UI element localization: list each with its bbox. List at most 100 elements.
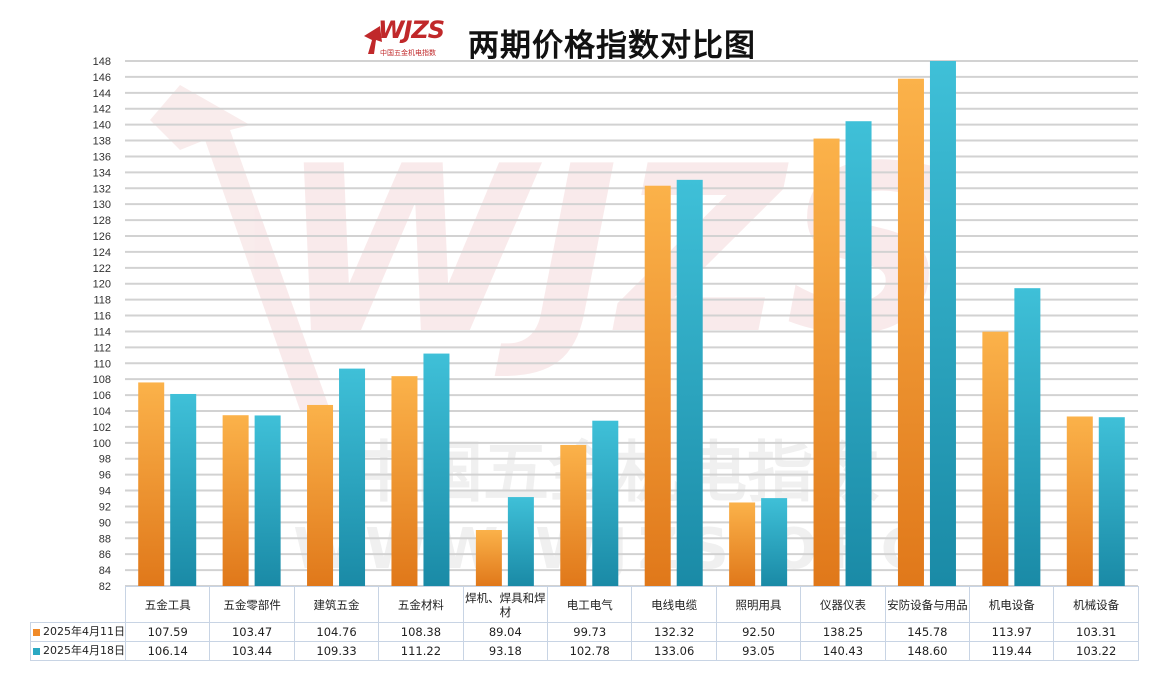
x-tick-label: 五金工具 [124, 586, 211, 623]
bar-series-1 [138, 382, 165, 586]
data-label: 145.78 [884, 622, 971, 642]
x-tick-label: 机电设备 [969, 586, 1055, 623]
y-tick-label: 138 [93, 136, 111, 148]
bar-series-2 [507, 497, 534, 586]
data-label: 103.31 [1053, 622, 1139, 642]
data-label: 104.76 [293, 622, 380, 642]
table-corner [30, 586, 126, 623]
data-label: 132.32 [631, 622, 717, 642]
y-tick-label: 134 [93, 167, 111, 179]
x-tick-label: 安防设备与用品 [884, 586, 971, 623]
data-label: 92.50 [715, 622, 802, 642]
x-tick-label: 电工电气 [547, 586, 633, 623]
y-tick-label: 130 [93, 199, 111, 211]
y-tick-label: 142 [93, 104, 111, 116]
y-axis: 8284868890929496981001021041061081101121… [93, 56, 1138, 593]
bar-series-1 [813, 138, 840, 586]
bar-series-2 [423, 353, 450, 586]
y-tick-label: 100 [93, 438, 111, 450]
series-name: 2025年4月11日 [43, 625, 125, 638]
y-tick-label: 84 [99, 565, 111, 577]
table-row: 2025年4月18日 106.14 103.44 109.33 111.22 93.18 1… [30, 641, 1139, 661]
bar-series-1 [729, 502, 756, 586]
series-name: 2025年4月18日 [43, 644, 125, 657]
y-tick-label: 148 [93, 56, 111, 68]
chart-title: 两期价格指数对比图 [468, 28, 756, 64]
x-tick-label: 电线电缆 [631, 586, 717, 623]
bar-series-1 [475, 530, 502, 586]
data-label: 140.43 [800, 641, 886, 661]
bar-series-1 [897, 78, 924, 586]
x-tick-label: 建筑五金 [293, 586, 380, 623]
x-tick-label: 机械设备 [1053, 586, 1139, 623]
bar-series-1 [1066, 416, 1093, 586]
bar-series-2 [845, 121, 872, 586]
data-label: 133.06 [631, 641, 717, 661]
data-label: 103.22 [1053, 641, 1139, 661]
y-tick-label: 110 [93, 358, 111, 370]
data-label: 102.78 [547, 641, 633, 661]
y-tick-label: 140 [93, 120, 111, 132]
y-tick-label: 88 [99, 533, 111, 545]
data-label: 93.05 [715, 641, 802, 661]
y-tick-label: 108 [93, 374, 111, 386]
bar-series-1 [307, 404, 334, 586]
x-tick-label: 焊机、焊具和焊材 [462, 586, 549, 623]
legend-entry: 2025年4月18日 [30, 641, 126, 661]
data-label: 108.38 [378, 622, 464, 642]
bar-series-1 [560, 444, 587, 586]
data-label: 107.59 [124, 622, 211, 642]
y-tick-label: 112 [93, 342, 111, 354]
y-tick-label: 146 [93, 72, 111, 84]
bar-series-1 [644, 185, 671, 586]
bar-series-1 [391, 376, 418, 586]
x-tick-label: 仪器仪表 [800, 586, 886, 623]
bar-series-2 [1014, 288, 1041, 586]
y-tick-label: 104 [93, 406, 111, 418]
data-table: 五金工具 五金零部件 建筑五金 五金材料 焊机、焊具和焊材 电工电气 电线电缆 照明用具 仪器仪… [30, 586, 1139, 661]
logo-subtitle: 中国五金机电指数 [380, 49, 436, 57]
legend-key [33, 647, 40, 655]
bar-series-1 [222, 415, 249, 586]
bars [138, 61, 1125, 586]
legend-entry: 2025年4月11日 [30, 622, 126, 642]
bar-series-2 [339, 368, 366, 586]
y-tick-label: 122 [93, 263, 111, 275]
logo-wordmark: WJZS [378, 16, 445, 44]
y-tick-label: 124 [93, 247, 111, 259]
legend-key [33, 628, 40, 636]
y-tick-label: 90 [99, 517, 111, 529]
y-tick-label: 98 [99, 454, 111, 466]
y-tick-label: 120 [93, 279, 111, 291]
bar-series-2 [592, 420, 619, 586]
y-tick-label: 116 [93, 311, 111, 323]
bar-series-2 [676, 179, 703, 586]
data-label: 93.18 [462, 641, 549, 661]
y-tick-label: 136 [93, 151, 111, 163]
wjzs-logo: WJZS 中国五金机电指数 [360, 14, 452, 66]
data-label: 138.25 [800, 622, 886, 642]
bar-series-2 [761, 498, 788, 586]
bar-series-2 [929, 61, 956, 586]
data-label: 89.04 [462, 622, 549, 642]
y-tick-label: 128 [93, 215, 111, 227]
y-tick-label: 118 [93, 295, 111, 307]
logo-arrow-icon [364, 26, 382, 54]
data-label: 106.14 [124, 641, 211, 661]
chart-header: WJZS 中国五金机电指数 两期价格指数对比图 [0, 14, 1155, 64]
y-tick-label: 86 [99, 549, 111, 561]
watermark-arrow [150, 85, 330, 410]
y-tick-label: 92 [99, 501, 111, 513]
bar-series-2 [1098, 417, 1125, 586]
y-tick-label: 132 [93, 183, 111, 195]
data-label: 103.44 [209, 641, 295, 661]
y-tick-label: 126 [93, 231, 111, 243]
data-label: 119.44 [969, 641, 1055, 661]
y-tick-label: 144 [93, 88, 111, 100]
data-label: 111.22 [378, 641, 464, 661]
bar-series-2 [254, 415, 281, 586]
x-tick-label: 照明用具 [715, 586, 802, 623]
y-tick-label: 114 [93, 326, 111, 338]
data-label: 109.33 [293, 641, 380, 661]
